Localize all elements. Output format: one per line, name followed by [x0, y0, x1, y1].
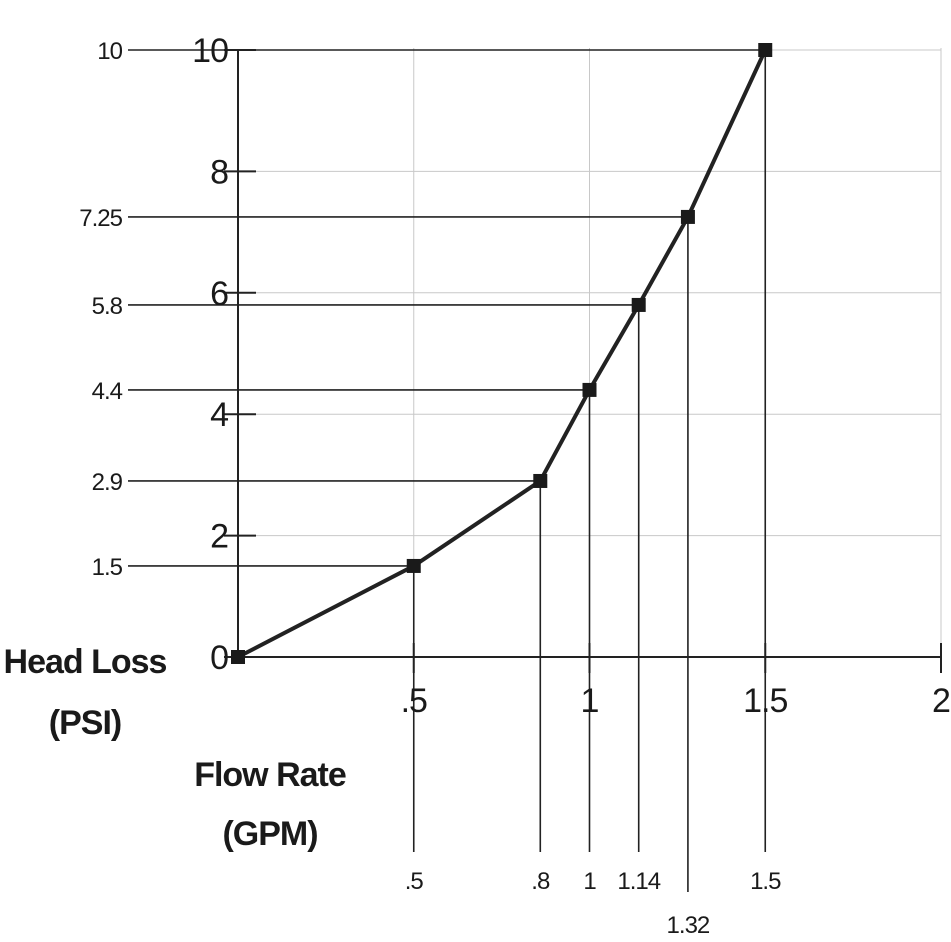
x-tick-label: .5: [401, 682, 427, 720]
y-value-label: 7.25: [79, 205, 122, 232]
series-layer: [231, 43, 773, 664]
data-point-marker: [758, 43, 773, 57]
axes: [224, 49, 942, 673]
x-value-label: 1: [583, 868, 596, 895]
y-axis-title-line1: Head Loss: [4, 643, 167, 681]
y-value-label: 2.9: [92, 469, 123, 496]
data-point-marker: [631, 297, 646, 312]
y-tick-label: 0: [210, 639, 228, 677]
data-point-marker: [231, 650, 245, 664]
x-tick-label: 1.5: [743, 682, 787, 720]
data-point-marker: [406, 558, 421, 573]
y-value-label: 4.4: [92, 378, 123, 405]
y-value-label: 10: [97, 38, 122, 65]
x-tick-label: 2: [932, 682, 950, 720]
x-value-label: 1.32: [667, 912, 710, 939]
labels-layer: Head Loss (PSI) Flow Rate (GPM) 0 2 4 6 8 10.…: [4, 32, 951, 939]
y-tick-label: 8: [210, 153, 228, 191]
x-axis-title-line1: Flow Rate: [194, 756, 346, 794]
y-tick-label: 6: [210, 275, 228, 313]
y-tick-label: 4: [210, 396, 228, 434]
x-value-label: 1.5: [750, 868, 781, 895]
data-point-marker: [680, 209, 695, 224]
x-value-label: 1.14: [617, 868, 660, 895]
x-tick-label: 1: [581, 682, 599, 720]
y-value-label: 5.8: [92, 293, 123, 320]
y-value-label: 1.5: [92, 554, 123, 581]
y-axis-title-line2: (PSI): [49, 704, 121, 742]
data-point-marker: [582, 382, 597, 397]
data-point-marker: [533, 473, 548, 488]
x-value-label: .5: [405, 868, 424, 895]
x-axis-title-line2: (GPM): [222, 815, 317, 853]
x-value-label: .8: [531, 868, 550, 895]
leader-lines: [128, 49, 767, 892]
y-tick-label: 2: [210, 518, 228, 556]
y-tick-label: 10: [192, 32, 228, 70]
